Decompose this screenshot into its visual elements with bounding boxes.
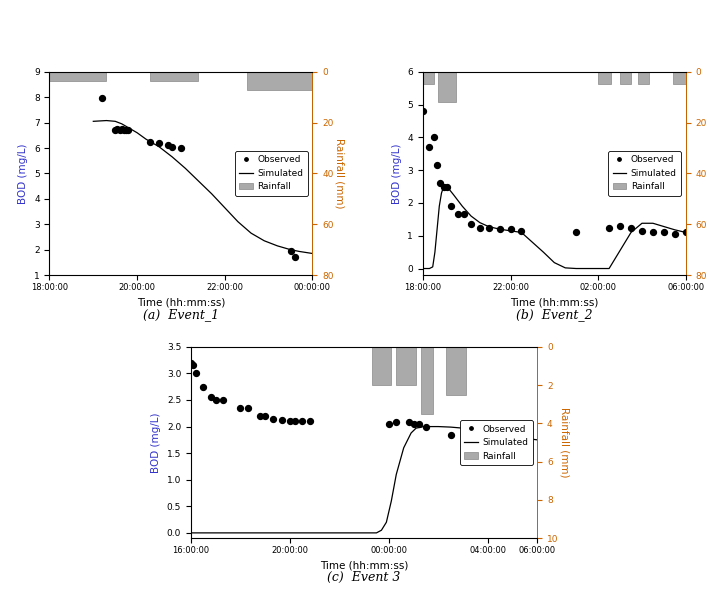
- Point: [626, 222, 637, 232]
- Bar: [672, 72, 686, 84]
- Point: [421, 422, 432, 431]
- Bar: [247, 72, 312, 90]
- Point: [241, 170, 252, 179]
- Point: [648, 228, 659, 237]
- Point: [167, 142, 178, 151]
- Point: [465, 219, 477, 229]
- Point: [445, 202, 457, 211]
- Bar: [372, 347, 392, 385]
- Point: [162, 141, 173, 150]
- Legend: Observed, Simulated, Rainfall: Observed, Simulated, Rainfall: [235, 151, 308, 196]
- Text: (a)  Event_1: (a) Event_1: [143, 308, 219, 321]
- Point: [438, 182, 450, 191]
- Point: [441, 182, 452, 191]
- Point: [403, 417, 414, 427]
- Point: [297, 416, 308, 426]
- Bar: [446, 347, 466, 395]
- Point: [516, 226, 527, 236]
- Point: [218, 395, 229, 405]
- Bar: [620, 72, 631, 84]
- X-axis label: Time (hh:mm:ss): Time (hh:mm:ss): [510, 297, 599, 307]
- Point: [614, 221, 626, 231]
- Point: [383, 419, 395, 429]
- Point: [474, 222, 486, 232]
- Point: [428, 133, 440, 142]
- Point: [470, 430, 481, 440]
- Point: [571, 228, 582, 237]
- Point: [445, 430, 457, 440]
- Point: [96, 94, 107, 103]
- Point: [636, 226, 648, 236]
- Y-axis label: BOD (mg/L): BOD (mg/L): [392, 143, 402, 204]
- Point: [520, 435, 531, 445]
- Y-axis label: Rainfall (mm): Rainfall (mm): [334, 138, 345, 209]
- Point: [390, 417, 402, 427]
- Point: [285, 246, 296, 256]
- Point: [304, 416, 315, 426]
- Point: [680, 228, 691, 237]
- Point: [259, 411, 271, 421]
- Point: [185, 358, 197, 368]
- Point: [483, 222, 494, 232]
- Point: [452, 210, 464, 219]
- Point: [413, 419, 424, 429]
- Point: [190, 368, 201, 378]
- Point: [670, 229, 681, 239]
- Point: [435, 178, 446, 188]
- Point: [175, 144, 187, 153]
- Point: [114, 126, 125, 135]
- Bar: [638, 72, 648, 84]
- Text: (b)  Event_2: (b) Event_2: [516, 308, 592, 321]
- Point: [289, 416, 300, 426]
- Point: [116, 124, 127, 134]
- Point: [658, 228, 670, 237]
- Point: [210, 395, 221, 405]
- Point: [145, 137, 156, 147]
- Point: [604, 222, 615, 232]
- Y-axis label: BOD (mg/L): BOD (mg/L): [151, 412, 161, 473]
- Bar: [438, 72, 456, 102]
- Point: [188, 361, 199, 370]
- Point: [112, 124, 123, 134]
- Point: [110, 126, 121, 135]
- Point: [205, 392, 216, 402]
- Text: (c)  Event 3: (c) Event 3: [327, 571, 401, 584]
- Point: [289, 252, 300, 262]
- Point: [284, 416, 296, 426]
- Y-axis label: Rainfall (mm): Rainfall (mm): [560, 407, 570, 478]
- Point: [408, 419, 419, 429]
- Point: [423, 142, 435, 152]
- X-axis label: Time (hh:mm:ss): Time (hh:mm:ss): [136, 297, 225, 307]
- Point: [494, 224, 506, 234]
- Point: [198, 382, 209, 392]
- Y-axis label: BOD (mg/L): BOD (mg/L): [18, 143, 28, 204]
- Bar: [151, 72, 199, 81]
- Bar: [598, 72, 612, 84]
- Bar: [396, 347, 416, 385]
- Point: [153, 138, 165, 148]
- X-axis label: Time (hh:mm:ss): Time (hh:mm:ss): [320, 560, 409, 570]
- Point: [505, 224, 516, 234]
- Bar: [49, 72, 107, 81]
- Bar: [423, 72, 434, 84]
- Bar: [421, 347, 433, 414]
- Point: [459, 210, 470, 219]
- Point: [123, 126, 134, 135]
- Legend: Observed, Simulated, Rainfall: Observed, Simulated, Rainfall: [608, 151, 682, 196]
- Legend: Observed, Simulated, Rainfall: Observed, Simulated, Rainfall: [460, 420, 533, 465]
- Point: [267, 414, 279, 423]
- Point: [277, 416, 288, 425]
- Point: [255, 411, 266, 421]
- Point: [243, 403, 254, 413]
- Point: [120, 126, 132, 135]
- Point: [431, 160, 443, 170]
- Point: [417, 106, 428, 116]
- Point: [118, 126, 129, 135]
- Point: [235, 403, 246, 413]
